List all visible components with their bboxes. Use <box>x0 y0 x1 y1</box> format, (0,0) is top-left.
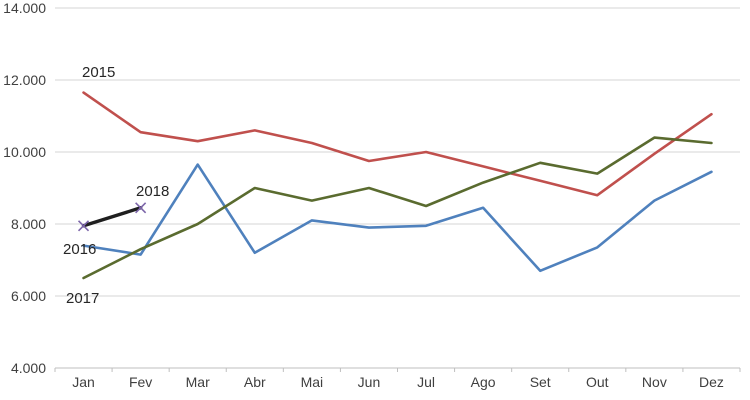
x-tick-label: Abr <box>244 374 266 390</box>
y-tick-label: 6.000 <box>11 288 46 304</box>
series-2015-line <box>82 91 713 197</box>
series-2015-label: 2015 <box>82 64 115 81</box>
y-tick-label: 14.000 <box>3 0 46 16</box>
x-tick-label: Jun <box>358 374 381 390</box>
x-tick-label: Jan <box>72 374 95 390</box>
x-tick-label: Ago <box>471 374 496 390</box>
series-2018-marker-x <box>77 220 90 232</box>
x-tick-label: Set <box>530 374 551 390</box>
series-2017-label: 2017 <box>66 290 99 307</box>
x-tick-label: Mai <box>301 374 324 390</box>
x-tick-label: Jul <box>417 374 435 390</box>
series-2018-line <box>81 206 143 228</box>
y-tick-label: 4.000 <box>11 360 46 376</box>
x-tick-label: Out <box>586 374 609 390</box>
y-tick-label: 8.000 <box>11 216 46 232</box>
x-tick-label: Mar <box>186 374 210 390</box>
x-tick-label: Fev <box>129 374 152 390</box>
series-2018-label: 2018 <box>136 183 169 200</box>
x-tick-label: Nov <box>642 374 667 390</box>
series-2016-line <box>82 163 713 273</box>
series-2018-marker-x <box>135 202 147 214</box>
y-tick-label: 12.000 <box>3 72 46 88</box>
series-2016-label: 2016 <box>63 241 96 258</box>
series-2017-line <box>82 136 713 280</box>
y-tick-label: 10.000 <box>3 144 46 160</box>
x-tick-label: Dez <box>699 374 724 390</box>
